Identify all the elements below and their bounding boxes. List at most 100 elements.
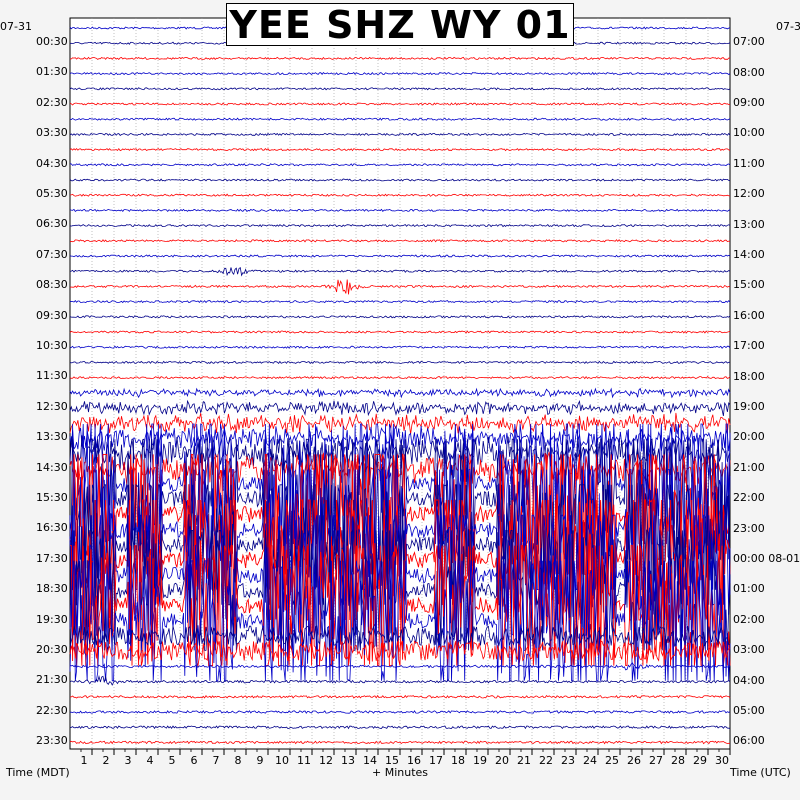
x-tick-label: 21 bbox=[517, 754, 531, 767]
left-time-label: 02:30 bbox=[36, 95, 68, 109]
x-tick-label: 29 bbox=[693, 754, 707, 767]
right-time-label: 04:00 bbox=[733, 673, 765, 687]
left-date-label: 07-31 bbox=[0, 20, 32, 33]
left-time-label: 00:30 bbox=[36, 35, 68, 48]
x-tick-label: 1 bbox=[81, 754, 88, 767]
right-time-label: 21:00 bbox=[733, 460, 765, 474]
left-time-label: 05:30 bbox=[36, 187, 68, 200]
trace-row bbox=[69, 399, 731, 417]
trace-row bbox=[69, 239, 731, 243]
left-time-label: 04:30 bbox=[36, 156, 68, 170]
left-time-label: 12:30 bbox=[36, 399, 68, 413]
x-tick-label: 23 bbox=[561, 754, 575, 767]
left-time-label: 13:30 bbox=[36, 430, 68, 444]
x-axis-ticks: 1 2 3 4 5 6 7 8 9 10 11 12 13 14 15 16 17 18 19 20 21 22 23 24 2… bbox=[81, 749, 731, 767]
trace-row bbox=[69, 330, 731, 334]
right-time-label: 11:00 bbox=[733, 156, 765, 170]
x-tick-label: 15 bbox=[385, 754, 399, 767]
trace-row bbox=[69, 387, 731, 399]
x-tick-label: 3 bbox=[125, 754, 132, 767]
right-date-label: 07-3 bbox=[776, 20, 800, 33]
trace-row bbox=[69, 514, 731, 637]
right-time-label: 19:00 bbox=[733, 400, 765, 413]
trace-row bbox=[69, 412, 731, 435]
right-time-label: 13:00 bbox=[733, 217, 765, 231]
trace-row bbox=[69, 674, 731, 686]
left-time-label: 23:30 bbox=[36, 734, 68, 748]
left-time-label: 20:30 bbox=[36, 643, 68, 656]
x-tick-label: 5 bbox=[169, 754, 176, 767]
x-tick-label: 26 bbox=[627, 754, 641, 767]
x-tick-label: 7 bbox=[213, 754, 220, 767]
x-tick-label: 25 bbox=[605, 754, 619, 767]
x-tick-label: 24 bbox=[583, 754, 597, 767]
trace-row bbox=[69, 725, 731, 730]
left-time-label: 01:30 bbox=[36, 65, 68, 79]
right-time-label: 17:00 bbox=[733, 339, 765, 353]
right-time-label: 01:00 bbox=[733, 582, 765, 596]
trace-row bbox=[69, 132, 731, 137]
trace-row bbox=[69, 640, 731, 662]
x-tick-label: 9 bbox=[257, 754, 264, 767]
trace-row bbox=[69, 498, 731, 621]
x-tick-label: 11 bbox=[297, 754, 311, 767]
trace-row bbox=[69, 178, 731, 182]
left-time-label: 09:30 bbox=[36, 308, 68, 322]
trace-row bbox=[69, 102, 731, 106]
trace-row bbox=[70, 117, 731, 121]
trace-row bbox=[69, 529, 731, 652]
trace-row bbox=[69, 694, 731, 699]
trace-row bbox=[69, 224, 731, 228]
right-time-label: 02:00 bbox=[733, 612, 765, 626]
trace-row bbox=[69, 148, 731, 152]
trace-row bbox=[69, 483, 731, 606]
trace-row bbox=[69, 740, 730, 745]
x-tick-label: 16 bbox=[407, 754, 421, 767]
trace-row bbox=[69, 375, 731, 380]
left-time-label: 22:30 bbox=[36, 703, 68, 717]
left-time-label: 17:30 bbox=[36, 551, 68, 565]
trace-row bbox=[69, 87, 731, 91]
x-tick-label: 17 bbox=[429, 754, 443, 767]
x-axis-label: + Minutes bbox=[372, 766, 429, 779]
x-tick-label: 22 bbox=[539, 754, 553, 767]
right-time-label: 16:00 bbox=[733, 308, 765, 322]
right-time-label: 15:00 bbox=[733, 278, 765, 292]
right-time-label: 05:00 bbox=[733, 704, 765, 717]
trace-row bbox=[69, 254, 731, 258]
left-time-label: 03:30 bbox=[36, 126, 68, 140]
trace-row bbox=[69, 71, 731, 76]
left-time-label: 21:30 bbox=[36, 673, 68, 687]
right-time-label: 23:00 bbox=[733, 521, 765, 535]
x-tick-label: 27 bbox=[649, 754, 663, 767]
right-time-label: 00:00 08-01 bbox=[733, 552, 800, 565]
trace-row bbox=[69, 56, 731, 61]
right-time-label: 03:00 bbox=[733, 643, 765, 657]
right-time-label: 20:00 bbox=[733, 430, 765, 444]
left-time-label: 08:30 bbox=[36, 278, 68, 292]
trace-row bbox=[69, 435, 731, 472]
trace-row bbox=[69, 315, 731, 319]
left-time-label: 06:30 bbox=[36, 217, 68, 231]
x-tick-label: 10 bbox=[275, 754, 289, 767]
trace-row bbox=[69, 360, 731, 365]
left-time-label: 11:30 bbox=[36, 369, 68, 383]
x-tick-label: 2 bbox=[103, 754, 110, 767]
right-time-label: 10:00 bbox=[733, 126, 765, 140]
trace-row bbox=[69, 208, 731, 213]
left-axis-label: Time (MDT) bbox=[6, 766, 70, 779]
x-tick-label: 28 bbox=[671, 754, 685, 767]
x-tick-label: 13 bbox=[341, 754, 355, 767]
trace-row bbox=[69, 267, 731, 277]
left-time-label: 19:30 bbox=[36, 612, 68, 626]
trace-row bbox=[70, 545, 731, 668]
station-title-box: YEE SHZ WY 01 bbox=[226, 3, 574, 47]
trace-row bbox=[69, 345, 731, 349]
x-tick-label: 18 bbox=[451, 754, 465, 767]
trace-row bbox=[69, 560, 731, 683]
trace-row bbox=[69, 710, 731, 714]
right-time-label: 08:00 bbox=[733, 65, 765, 79]
x-tick-label: 8 bbox=[235, 754, 242, 767]
x-tick-label: 12 bbox=[319, 754, 333, 767]
